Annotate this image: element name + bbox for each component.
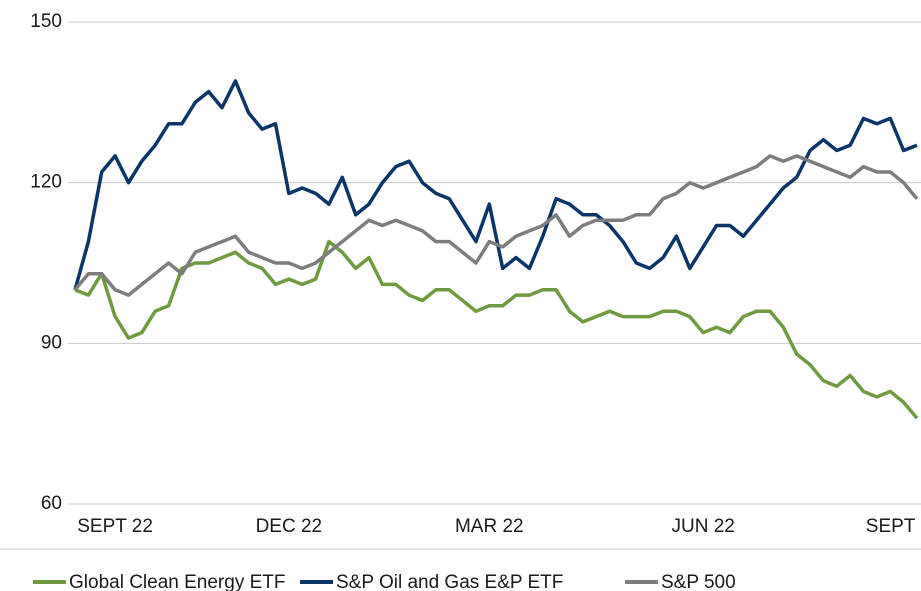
x-tick-label: JUN 22 (671, 516, 734, 537)
x-tick-label: SEPT 22 (866, 516, 921, 537)
x-tick-label: SEPT 22 (77, 516, 153, 537)
series-line (73, 79, 918, 291)
y-tick-label: 90 (41, 332, 62, 353)
y-tick-label: 150 (30, 11, 62, 32)
series-line (73, 154, 919, 297)
legend-label: Global Clean Energy ETF (69, 572, 286, 591)
series-line (74, 239, 919, 420)
y-tick-label: 60 (41, 493, 62, 514)
legend-label: S&P Oil and Gas E&P ETF (336, 572, 563, 591)
y-tick-label: 120 (30, 172, 62, 193)
x-tick-label: MAR 22 (455, 516, 524, 537)
x-tick-label: DEC 22 (256, 516, 323, 537)
legend-label: S&P 500 (661, 572, 736, 591)
